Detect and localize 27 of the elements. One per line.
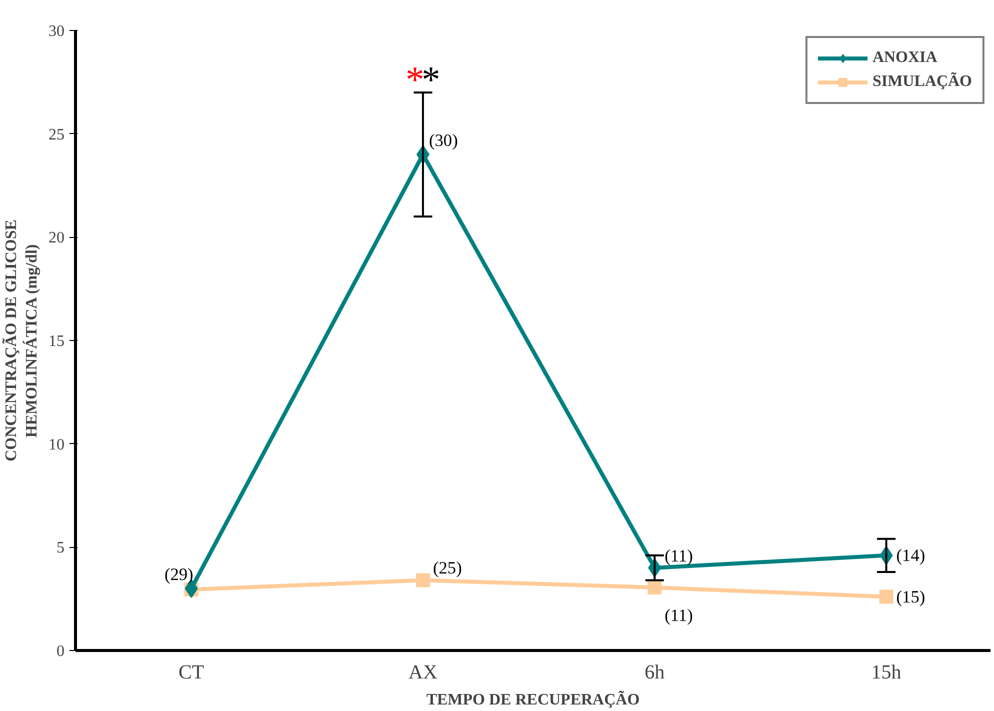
point — [648, 580, 662, 594]
annotation: (25) — [432, 558, 462, 578]
y-axis-title: CONCENTRAÇÃO DE GLICOSE HEMOLINFÁTICA (mg/dl) — [2, 220, 40, 462]
annotation: * — [406, 60, 424, 101]
annotation: (11) — [664, 606, 694, 625]
x-tick-label: AX — [408, 662, 438, 684]
y-tick-label: 30 — [48, 23, 64, 40]
legend-label: ANOXIA — [872, 49, 938, 67]
annotation: (11) — [664, 546, 694, 566]
y-tick-label: 15 — [48, 333, 64, 350]
annotation: (29) — [164, 565, 194, 584]
y-tick-label: 5 — [56, 540, 64, 557]
point — [879, 590, 894, 604]
legend-label: SIMULAÇÃO — [872, 73, 972, 91]
annotation: (15) — [896, 587, 926, 606]
y-tick-label: 20 — [48, 230, 64, 247]
x-axis-title: TEMPO DE RECUPERAÇÃO — [426, 690, 640, 708]
y-tick-label: 25 — [48, 126, 64, 144]
annotation: * — [422, 60, 440, 101]
x-tick-label: 15h — [871, 662, 902, 684]
annotation: (30) — [428, 131, 458, 150]
y-tick-label: 10 — [48, 436, 64, 454]
x-tick-label: 6h — [644, 662, 665, 684]
annotation: (14) — [896, 546, 926, 565]
point — [416, 573, 430, 588]
y-tick-label: 0 — [56, 643, 64, 660]
x-tick-label: CT — [178, 662, 204, 684]
